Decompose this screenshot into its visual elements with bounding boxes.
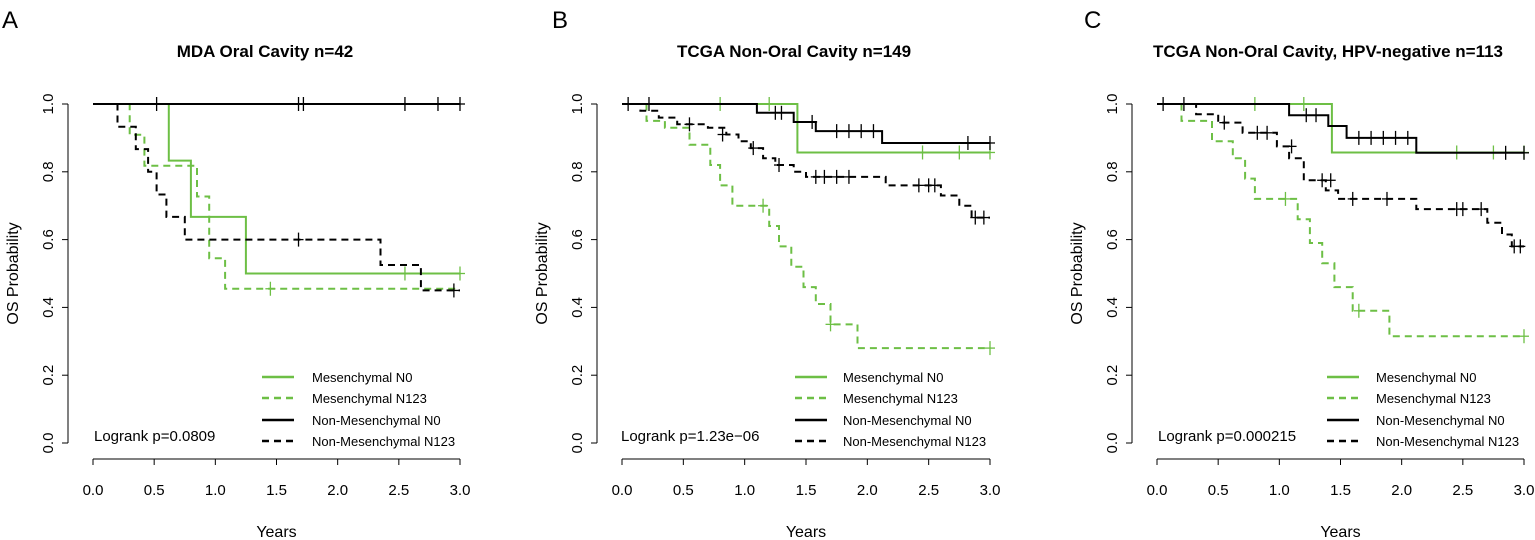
x-tick-label: 0.5	[1208, 482, 1229, 499]
x-axis-label: Years	[786, 524, 826, 540]
legend-label: Mesenchymal N123	[312, 391, 427, 406]
legend-label: Non-Mesenchymal N123	[1376, 434, 1519, 449]
x-tick-label: 1.0	[1269, 482, 1290, 499]
x-tick-label: 3.0	[1514, 482, 1535, 499]
x-tick-label: 0.5	[144, 482, 165, 499]
y-tick-label: 0.2	[1104, 365, 1121, 386]
y-tick-label: 1.0	[569, 94, 586, 115]
y-tick-label: 0.4	[1104, 297, 1121, 318]
x-tick-label: 0.5	[673, 482, 694, 499]
legend-label: Non-Mesenchymal N0	[1376, 413, 1505, 428]
legend-label: Non-Mesenchymal N123	[843, 434, 986, 449]
panel-letter: A	[2, 7, 18, 34]
y-axis-label: OS Probability	[534, 222, 551, 324]
y-tick-label: 0.0	[40, 433, 57, 454]
logrank-pvalue: Logrank p=0.0809	[94, 428, 215, 445]
x-tick-label: 0.0	[612, 482, 633, 499]
legend-label: Non-Mesenchymal N123	[312, 434, 455, 449]
x-tick-label: 1.0	[734, 482, 755, 499]
panel-b: B TCGA Non-Oral Cavity n=149 0.0 0.2 0.4 0.6 0…	[534, 7, 1000, 540]
legend-label: Non-Mesenchymal N0	[843, 413, 972, 428]
x-tick-label: 1.5	[266, 482, 287, 499]
y-tick-label: 0.8	[1104, 161, 1121, 182]
plot-title: MDA Oral Cavity n=42	[177, 42, 354, 61]
y-tick-label: 0.0	[1104, 433, 1121, 454]
x-tick-label: 0.0	[83, 482, 104, 499]
x-axis-label: Years	[1320, 524, 1360, 540]
y-tick-label: 0.6	[1104, 229, 1121, 250]
legend-label: Mesenchymal N0	[312, 370, 412, 385]
x-tick-label: 0.0	[1147, 482, 1168, 499]
y-axis-label: OS Probability	[1069, 222, 1086, 324]
legend-label: Mesenchymal N0	[843, 370, 943, 385]
x-tick-label: 2.5	[1452, 482, 1473, 499]
km-curve-non-mesenchymal-n0	[1157, 103, 1524, 154]
km-curve-non-mesenchymal-n123	[622, 103, 990, 219]
y-tick-label: 0.2	[569, 365, 586, 386]
y-tick-label: 0.0	[569, 433, 586, 454]
x-tick-label: 2.5	[388, 482, 409, 499]
y-tick-label: 0.4	[40, 297, 57, 318]
y-tick-label: 1.0	[1104, 94, 1121, 115]
x-tick-label: 1.5	[1330, 482, 1351, 499]
panel-a: A MDA Oral Cavity n=42 0.0 0.2 0.4 0.6 0.8 1.0 O…	[2, 7, 470, 540]
km-curve-non-mesenchymal-n0	[622, 103, 990, 144]
y-tick-label: 0.6	[569, 229, 586, 250]
km-curve-non-mesenchymal-n123	[93, 103, 460, 292]
km-curve-non-mesenchymal-n123	[1157, 103, 1524, 248]
y-tick-label: 1.0	[40, 94, 57, 115]
x-tick-label: 3.0	[450, 482, 471, 499]
km-curve-mesenchymal-n0	[1157, 103, 1524, 154]
y-tick-label: 0.4	[569, 297, 586, 318]
y-tick-label: 0.8	[40, 161, 57, 182]
panel-letter: B	[552, 7, 568, 34]
legend-label: Mesenchymal N123	[843, 391, 958, 406]
km-curve-mesenchymal-n123	[1157, 103, 1524, 338]
x-tick-label: 2.0	[1391, 482, 1412, 499]
x-tick-label: 1.5	[796, 482, 817, 499]
x-tick-label: 3.0	[980, 482, 1001, 499]
y-tick-label: 0.8	[569, 161, 586, 182]
y-tick-label: 0.6	[40, 229, 57, 250]
legend-label: Mesenchymal N0	[1376, 370, 1476, 385]
km-curve-mesenchymal-n123	[622, 103, 990, 350]
legend-label: Mesenchymal N123	[1376, 391, 1491, 406]
x-axis-label: Years	[256, 524, 296, 540]
panel-c: C TCGA Non-Oral Cavity, HPV-negative n=11…	[1069, 7, 1534, 540]
panel-letter: C	[1084, 7, 1101, 34]
km-curve-mesenchymal-n0	[93, 103, 460, 275]
y-tick-label: 0.2	[40, 365, 57, 386]
plot-title: TCGA Non-Oral Cavity n=149	[677, 42, 911, 61]
legend-label: Non-Mesenchymal N0	[312, 413, 441, 428]
x-tick-label: 2.5	[918, 482, 939, 499]
logrank-pvalue: Logrank p=1.23e−06	[621, 428, 759, 445]
km-curve-mesenchymal-n123	[93, 103, 460, 290]
x-tick-label: 2.0	[327, 482, 348, 499]
logrank-pvalue: Logrank p=0.000215	[1158, 428, 1296, 445]
y-axis-label: OS Probability	[5, 222, 22, 324]
x-tick-label: 2.0	[857, 482, 878, 499]
x-tick-label: 1.0	[205, 482, 226, 499]
plot-title: TCGA Non-Oral Cavity, HPV-negative n=113	[1153, 42, 1503, 61]
